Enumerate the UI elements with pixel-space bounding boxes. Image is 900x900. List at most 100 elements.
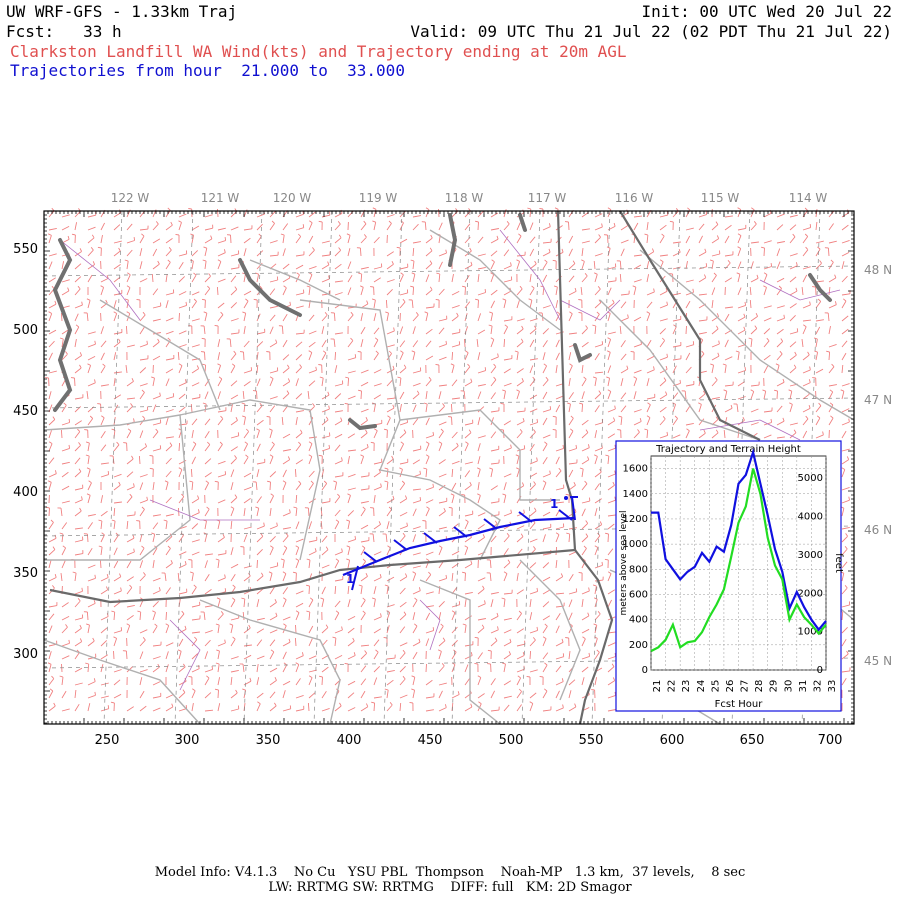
trajectory-barb [423,532,438,544]
axis-labels: 122 W 121 W 120 W 119 W 118 W 117 W 116 W 115 W… [13,191,892,748]
county-border [199,599,341,725]
inset-left-tick: 1200 [623,514,648,525]
y-tick-label: 300 [13,647,38,662]
inset-x-tick: 23 [681,680,692,693]
x-tick-label: 300 [175,733,200,748]
trajectory-line [342,516,576,577]
trajectory-barb [453,526,468,538]
y-tick-label: 550 [13,242,38,257]
county-border [399,409,560,501]
trajectory-start-label: 1 [346,572,354,586]
trajectory-barb [518,511,533,523]
trajectory-marker [351,496,578,591]
meridian-line [451,210,471,725]
header-title: UW WRF-GFS - 1.33km Traj [6,2,238,21]
inset-left-tick: 600 [629,589,648,600]
inset-right-tick: 1000 [798,627,823,638]
header-traj-range: Trajectories from hour 21.000 to 33.000 [10,61,405,80]
x-tick-label: 500 [499,733,524,748]
longitude-label: 122 W [111,191,150,205]
inset-x-tick: 31 [798,680,809,693]
inset-left-tick: 800 [629,564,648,575]
latitude-label: 45 N [864,654,892,668]
county-line-purple [499,229,561,321]
model-info-2: LW: RRTMG SW: RRTMG DIFF: full KM: 2D Sm… [268,880,632,895]
x-tick-label: 450 [418,733,443,748]
state-border [556,210,574,501]
river [52,238,73,412]
header-fcst: Fcst: 33 h [6,22,122,41]
county-border [379,469,501,561]
inset-right-tick: 0 [817,665,823,676]
river [448,213,458,267]
trajectory-barb [483,518,498,530]
inset-x-tick: 30 [783,680,794,693]
meridian-line [174,210,194,725]
county-line-purple [759,279,841,301]
latitude-label: 47 N [864,393,892,407]
inset-left-tick: 0 [642,665,648,676]
trajectory-barb [558,509,573,521]
state-border [49,548,576,604]
inset-x-tick: 21 [652,680,663,693]
trajectory-inset-chart: Trajectory and Terrain Height 0 200 400 600 8… [615,440,844,712]
y-tick-label: 350 [13,566,38,581]
landfill-marker [564,496,568,500]
inset-x-tick: 24 [696,680,707,693]
county-line-purple [699,419,801,441]
inset-right-tick: 2000 [798,588,823,599]
meridian-line [243,210,263,725]
longitude-label: 114 W [789,191,828,205]
county-border [249,259,341,301]
inset-right-tick: 5000 [798,473,823,484]
header-subtitle: Clarkston Landfill WA Wind(kts) and Traj… [10,42,627,61]
county-border [519,559,581,701]
county-border [419,579,501,725]
county-border [179,399,321,561]
river [518,213,527,232]
parallel-line [43,397,855,409]
trajectory-end-label: 1 [550,497,558,511]
x-tick-label: 350 [256,733,281,748]
county-border [43,639,201,725]
map-frame [43,210,855,725]
parallel-line [43,265,855,277]
county-border [299,299,401,471]
inset-xlabel: Fcst Hour [715,699,764,710]
map: 122 W 121 W 120 W 119 W 118 W 117 W 116 W 115 W… [13,191,892,748]
inset-left-tick: 1000 [623,539,648,550]
x-tick-label: 250 [95,733,120,748]
county-border [99,299,221,411]
river [808,273,832,302]
longitude-label: 119 W [359,191,398,205]
county-border [43,414,191,561]
meridian-line [103,210,123,725]
inset-x-tick: 28 [754,680,765,693]
river [573,343,592,363]
inset-ylabel-right: feet [833,553,844,573]
inset-left-tick: 200 [629,640,648,651]
county-border [639,249,855,421]
latitude-label: 46 N [864,523,892,537]
meridian-line [591,210,611,725]
inset-ylabel-left: meters above sea level [619,510,629,615]
longitude-label: 120 W [273,191,312,205]
river [348,418,377,431]
county-line-purple [419,599,441,651]
inset-x-tick: 27 [740,680,751,693]
x-tick-label: 650 [740,733,765,748]
inset-x-tick: 26 [725,680,736,693]
inset-right-tick: 4000 [798,512,823,523]
inset-box [615,440,842,712]
x-tick-label: 700 [818,733,843,748]
inset-left-tick: 400 [629,615,648,626]
inset-left-tick: 1400 [623,489,648,500]
trajectory-height-line [651,448,827,632]
x-tick-label: 550 [579,733,604,748]
county-line-purple [169,619,201,691]
county-border [429,229,561,331]
longitude-label: 115 W [701,191,740,205]
inset-left-tick: 1600 [623,464,648,475]
trajectory-barb [363,551,378,563]
county-line-purple [149,499,260,521]
